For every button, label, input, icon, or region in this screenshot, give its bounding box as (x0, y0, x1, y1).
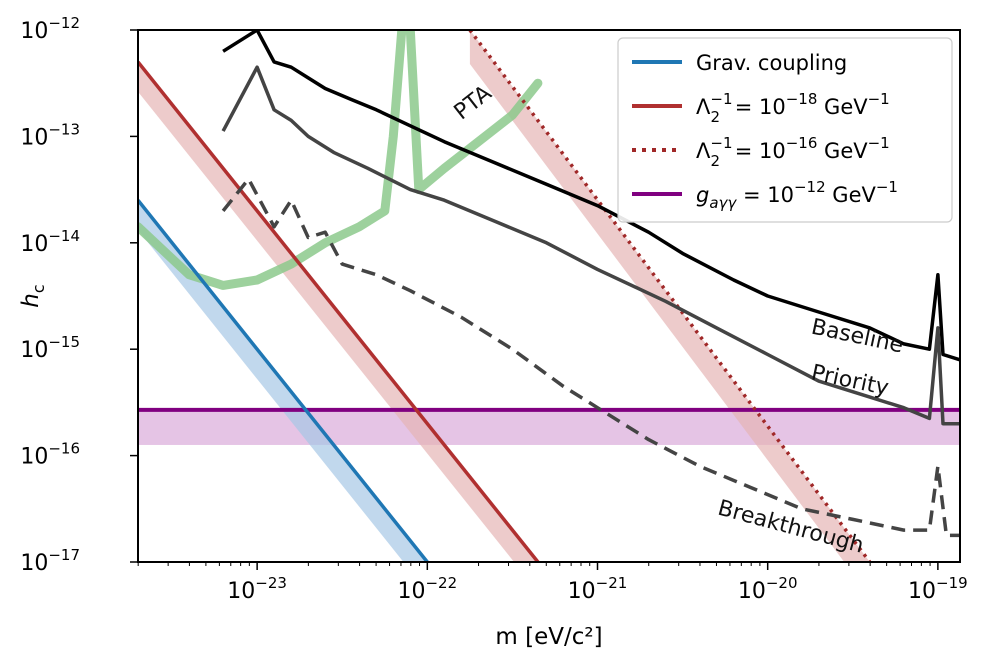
x-axis-label: m [eV/c²] (495, 624, 602, 650)
2-1-10-16-gev-1-band (469, 30, 870, 562)
breakthrough-curve (221, 177, 960, 538)
x-tick-label: 10−21 (568, 574, 628, 604)
y-tick-label: 10−16 (20, 440, 80, 470)
y-axis-label: hc (18, 284, 48, 307)
y-tick-label: 10−17 (20, 546, 80, 576)
gagg-band (138, 409, 960, 445)
legend-box (617, 37, 953, 223)
x-tick-label: 10−19 (908, 574, 968, 604)
y-tick-label: 10−12 (20, 14, 80, 44)
legend-label-gagg: gaγγ = 10−12 GeV−1 (696, 178, 898, 212)
grav-coupling-line (138, 199, 429, 562)
pta-curve (138, 30, 543, 290)
y-tick-label: 10−14 (20, 227, 80, 257)
x-tick-label: 10−20 (738, 574, 798, 604)
y-tick-label: 10−13 (20, 120, 80, 150)
baseline-curve (222, 30, 960, 362)
x-tick-label: 10−23 (227, 574, 287, 604)
2-1-10-16-gev-1-line (468, 30, 872, 562)
y-tick-label: 10−15 (20, 333, 80, 363)
legend-label-grav: Grav. coupling (696, 51, 847, 75)
legend-label-lam18: Λ−1 2 = 10−18 GeV−1 (696, 90, 890, 126)
x-tick-label: 10−22 (397, 574, 457, 604)
plot-frame (137, 29, 961, 563)
priority-curve (221, 65, 960, 426)
2-1-10-18-gev-1-line (138, 60, 540, 562)
legend-label-lam16: Λ−1 2 = 10−16 GeV−1 (696, 134, 890, 170)
